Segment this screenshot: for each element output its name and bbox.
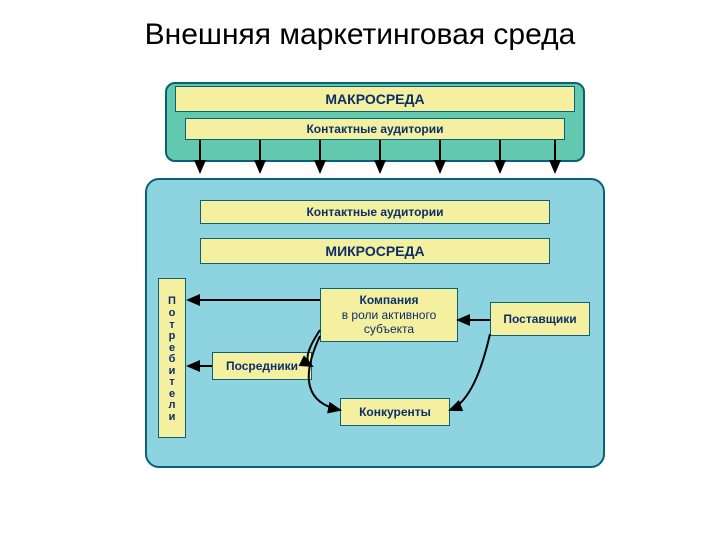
suppliers-box: Поставщики: [490, 302, 590, 336]
intermediaries-box: Посредники: [212, 352, 312, 380]
micro-header: МИКРОСРЕДА: [200, 238, 550, 264]
company-box: Компанияв роли активногосубъекта: [320, 288, 458, 342]
consumers-box: Потребители: [158, 278, 186, 438]
micro-contact-audiences: Контактные аудитории: [200, 200, 550, 224]
macro-contact-audiences: Контактные аудитории: [185, 118, 565, 140]
page-title: Внешняя маркетинговая среда: [0, 18, 720, 52]
competitors-box: Конкуренты: [340, 398, 450, 426]
macro-header: МАКРОСРЕДА: [175, 86, 575, 112]
